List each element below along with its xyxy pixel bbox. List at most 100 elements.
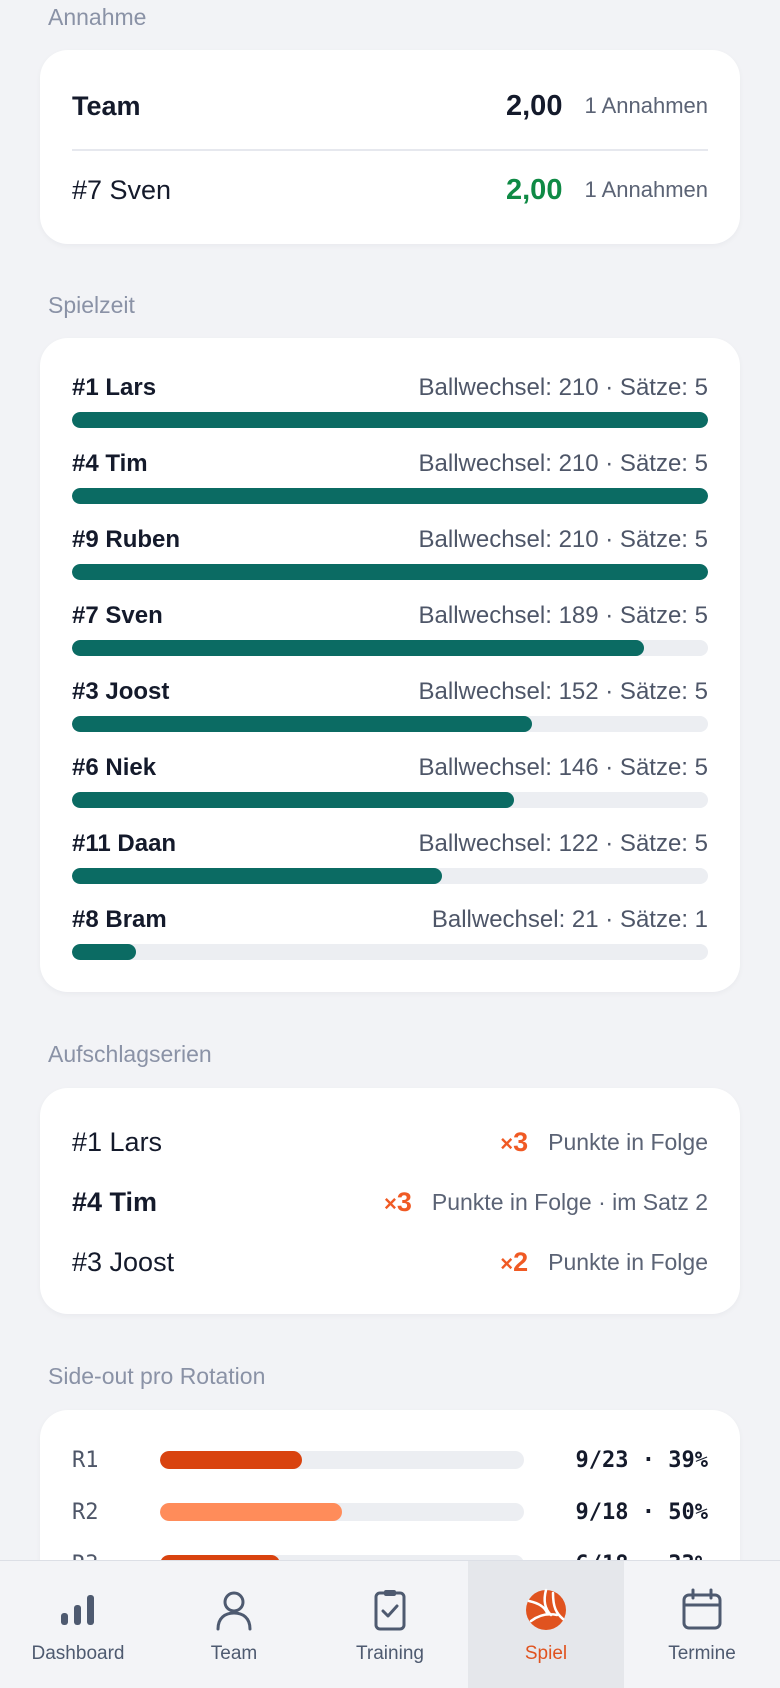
- playtime-bar-fill: [72, 944, 136, 960]
- sideout-value: 9/18 · 50%: [575, 1499, 708, 1525]
- player-playtime: Ballwechsel: 122 · Sätze: 5: [418, 830, 709, 857]
- spielzeit-row: #3 Joost Ballwechsel: 152 · Sätze: 5: [72, 676, 708, 736]
- sideout-bar-fill: [160, 1555, 281, 1560]
- nav-item-spiel[interactable]: Spiel: [468, 1561, 624, 1688]
- playtime-bar-fill: [72, 564, 708, 580]
- playtime-bar: [72, 488, 708, 504]
- serve-streak-row: #1 Lars ×3 Punkte in Folge: [72, 1122, 708, 1162]
- spielzeit-row: #9 Ruben Ballwechsel: 210 · Sätze: 5: [72, 524, 708, 584]
- nav-label: Dashboard: [31, 1643, 125, 1664]
- annahme-row-count: 1 Annahmen: [584, 93, 708, 118]
- player-name: #1 Lars: [72, 374, 157, 401]
- playtime-bar-fill: [72, 792, 515, 808]
- playtime-bar: [72, 716, 708, 732]
- rotation-row: R2 9/18 · 50%: [72, 1494, 708, 1530]
- playtime-bar-fill: [72, 488, 708, 504]
- rotation-label: R3: [72, 1552, 160, 1561]
- nav-item-training[interactable]: Training: [312, 1561, 468, 1688]
- sideout-bar: [160, 1451, 524, 1469]
- rotation-row: R1 9/23 · 39%: [72, 1442, 708, 1478]
- player-name: #6 Niek: [72, 754, 157, 781]
- player-name: #3 Joost: [72, 678, 170, 705]
- player-playtime: Ballwechsel: 21 · Sätze: 1: [431, 906, 708, 933]
- sideout-value: 6/18 · 33%: [524, 1552, 708, 1561]
- divider: [72, 149, 708, 151]
- player-name: #4 Tim: [72, 450, 148, 477]
- player-name: #9 Ruben: [72, 526, 181, 553]
- player-name: #7 Sven: [72, 602, 163, 629]
- player-playtime: Ballwechsel: 210 · Sätze: 5: [418, 374, 709, 401]
- nav-label: Spiel: [524, 1643, 568, 1664]
- playtime-bar: [72, 792, 708, 808]
- playtime-bar-fill: [72, 868, 442, 884]
- player-playtime: Ballwechsel: 189 · Sätze: 5: [418, 602, 709, 629]
- serve-streak-row: #4 Tim ×3 Punkte in Folge · im Satz 2: [72, 1182, 708, 1222]
- annahme-row-count: 1 Annahmen: [584, 177, 708, 202]
- sideout-bar: [160, 1555, 524, 1560]
- annahme-row-name: Team: [72, 90, 141, 121]
- spielzeit-row: #6 Niek Ballwechsel: 146 · Sätze: 5: [72, 752, 708, 812]
- nav-label: Training: [356, 1643, 424, 1664]
- sideout-bar-fill: [160, 1451, 302, 1469]
- playtime-bar-fill: [72, 716, 533, 732]
- rotation-label: R1: [72, 1447, 99, 1473]
- spielzeit-card: #1 Lars Ballwechsel: 210 · Sätze: 5 #4 Ti…: [40, 338, 740, 992]
- player-playtime: Ballwechsel: 210 · Sätze: 5: [418, 450, 709, 477]
- spielzeit-row: #7 Sven Ballwechsel: 189 · Sätze: 5: [72, 600, 708, 660]
- bar-chart-icon: [61, 1595, 94, 1625]
- playtime-bar-fill: [72, 640, 645, 656]
- player-playtime: Ballwechsel: 146 · Sätze: 5: [418, 754, 709, 781]
- clipboard-check-icon: [374, 1590, 406, 1631]
- annahme-row-value: 2,00: [506, 89, 563, 122]
- streak-multiplier: ×3: [383, 1186, 412, 1217]
- rotation-label: R2: [72, 1499, 99, 1525]
- player-name: #1 Lars: [72, 1126, 163, 1157]
- nav-label: Team: [210, 1643, 258, 1664]
- sideout-section-title: Side-out pro Rotation: [48, 1363, 266, 1389]
- streak-multiplier: ×2: [500, 1246, 529, 1277]
- player-name: #4 Tim: [72, 1186, 158, 1217]
- streak-multiplier: ×3: [500, 1126, 529, 1157]
- sideout-bar: [160, 1503, 524, 1521]
- volleyball-icon: [526, 1588, 566, 1630]
- player-playtime: Ballwechsel: 152 · Sätze: 5: [418, 678, 709, 705]
- streak-description: Punkte in Folge: [548, 1128, 708, 1155]
- nav-item-dashboard[interactable]: Dashboard: [0, 1561, 156, 1688]
- bottom-nav: Dashboard Team Training Spiel Termine: [0, 1560, 780, 1688]
- aufschlag-section-title: Aufschlagserien: [48, 1041, 212, 1067]
- playtime-bar: [72, 564, 708, 580]
- streak-description: Punkte in Folge · im Satz 2: [431, 1188, 708, 1215]
- sideout-value: 9/23 · 39%: [575, 1447, 708, 1473]
- spielzeit-row: #4 Tim Ballwechsel: 210 · Sätze: 5: [72, 448, 708, 508]
- nav-item-termine[interactable]: Termine: [624, 1561, 780, 1688]
- player-name: #3 Joost: [72, 1246, 175, 1277]
- annahme-card: Team 2,00 1 Annahmen #7 Sven 2,00 1 Anna…: [40, 50, 740, 244]
- stats-scroll-area[interactable]: Annahme Team 2,00 1 Annahmen #7 Sven 2,0…: [0, 0, 780, 1560]
- spielzeit-section-title: Spielzeit: [48, 292, 135, 318]
- spielzeit-row: #11 Daan Ballwechsel: 122 · Sätze: 5: [72, 828, 708, 888]
- annahme-row-player: #7 Sven 2,00 1 Annahmen: [72, 170, 708, 210]
- playtime-bar: [72, 868, 708, 884]
- annahme-row-team: Team 2,00 1 Annahmen: [72, 86, 708, 126]
- player-name: #11 Daan: [72, 830, 177, 857]
- playtime-bar: [72, 944, 708, 960]
- annahme-row-value: 2,00: [506, 173, 563, 206]
- annahme-row-name: #7 Sven: [72, 174, 172, 205]
- sideout-card: R1 9/23 · 39% R2 9/18 · 50% R3 6/18 · 33…: [40, 1410, 740, 1560]
- spielzeit-row: #1 Lars Ballwechsel: 210 · Sätze: 5: [72, 372, 708, 432]
- playtime-bar: [72, 412, 708, 428]
- spielzeit-row: #8 Bram Ballwechsel: 21 · Sätze: 1: [72, 904, 708, 964]
- serve-streak-row: #3 Joost ×2 Punkte in Folge: [72, 1242, 708, 1282]
- calendar-icon: [682, 1588, 722, 1630]
- playtime-bar: [72, 640, 708, 656]
- nav-item-team[interactable]: Team: [156, 1561, 312, 1688]
- rotation-row: R3 6/18 · 33%: [72, 1546, 708, 1560]
- player-playtime: Ballwechsel: 210 · Sätze: 5: [418, 526, 709, 553]
- playtime-bar-fill: [72, 412, 708, 428]
- player-name: #8 Bram: [72, 906, 167, 933]
- person-icon: [216, 1591, 252, 1631]
- annahme-section-title: Annahme: [48, 4, 147, 30]
- sideout-bar-fill: [160, 1503, 342, 1521]
- aufschlag-card: #1 Lars ×3 Punkte in Folge #4 Tim ×3 Pun…: [40, 1088, 740, 1314]
- streak-description: Punkte in Folge: [548, 1248, 708, 1275]
